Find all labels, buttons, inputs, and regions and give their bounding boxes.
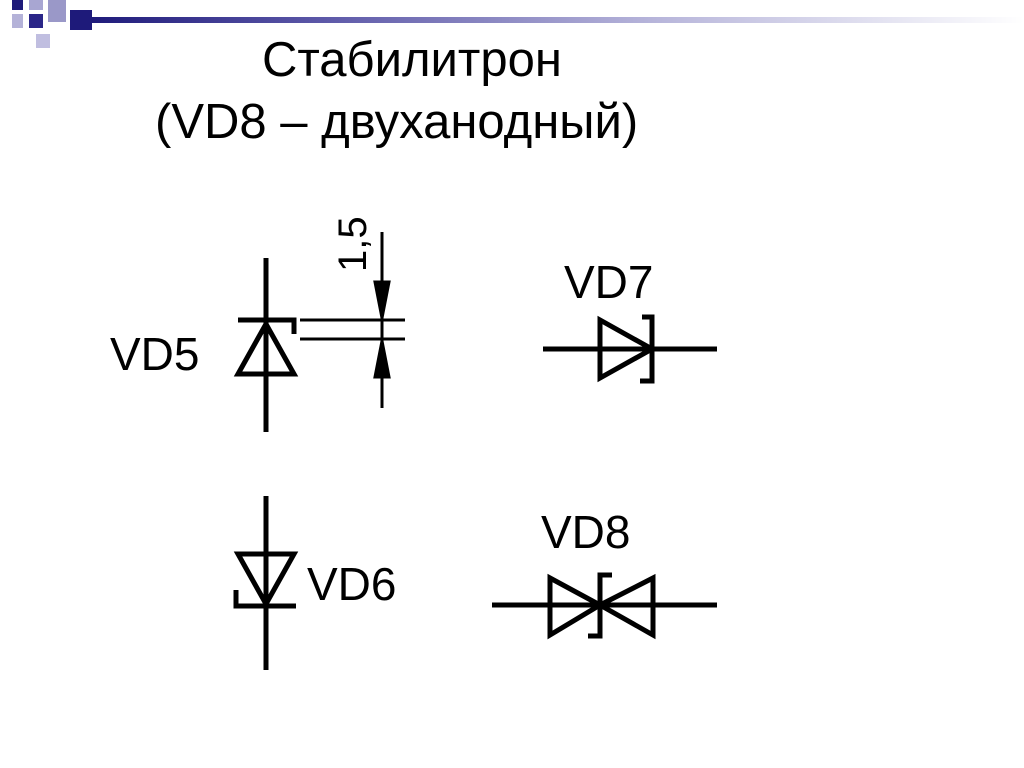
slide-title: Стабилитрон [262, 33, 562, 87]
vd7-triangle [597, 315, 658, 383]
vd8-label: VD8 [541, 506, 630, 558]
vd6-triangle [233, 551, 299, 610]
decor-square-dark [12, 0, 23, 10]
header-gradient-rule [88, 17, 1024, 23]
dimension-arrow-up [373, 340, 391, 379]
decor-square-light [29, 0, 43, 10]
dimension-arrow-down [373, 280, 391, 319]
vd5-label: VD5 [110, 328, 199, 380]
vd6-zener-symbol [233, 496, 299, 670]
vd8-triangle-right [547, 573, 606, 640]
vd8-triangle-left [594, 573, 656, 640]
decor-square-dark [29, 14, 43, 28]
decor-square-light [12, 14, 23, 28]
vd5-zener-symbol [233, 258, 299, 432]
decor-square-dark [70, 10, 92, 30]
dimension-label: 1,5 [331, 216, 375, 272]
vd7-label: VD7 [564, 256, 653, 308]
decor-square-light [36, 34, 50, 48]
vd8-bidirectional-zener-symbol [492, 572, 717, 640]
dimension-marker [300, 232, 405, 408]
vd5-triangle [233, 318, 299, 377]
vd6-cathode-bar [233, 590, 296, 609]
vd6-label: VD6 [307, 558, 396, 610]
vd7-cathode-bar [640, 314, 655, 384]
decor-square-light [48, 0, 66, 22]
vd8-cathode-bar [588, 572, 612, 639]
vd5-cathode-bar [238, 317, 297, 334]
slide-subtitle: (VD8 – двуханодный) [155, 95, 639, 149]
vd7-zener-symbol [543, 314, 717, 384]
